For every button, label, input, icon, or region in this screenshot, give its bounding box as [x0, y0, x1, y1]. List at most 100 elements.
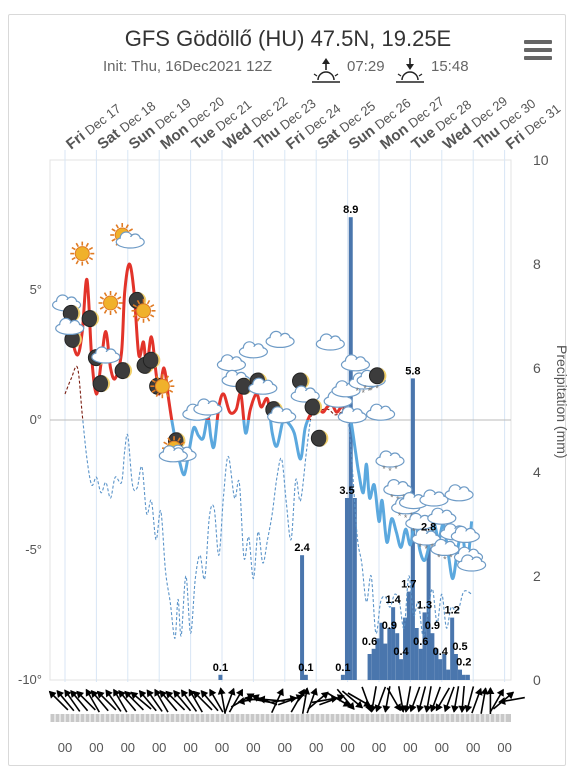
cloud-icon: [365, 403, 396, 421]
dewpoint-line-cold: [82, 420, 472, 639]
left-tick-label: 0°: [30, 412, 42, 427]
sun-icon: [98, 291, 123, 315]
cloud-icon: [444, 484, 474, 502]
svg-text:*: *: [363, 383, 367, 393]
wind-arrow: [113, 688, 128, 713]
precipitation-bar: [453, 654, 458, 680]
wind-arrow: [85, 688, 101, 713]
cloud-icon: [419, 489, 449, 507]
wind-arrow: [443, 686, 455, 713]
cloud-icon: [238, 341, 268, 359]
moon-icon: [92, 375, 111, 393]
cloud-icon: [290, 385, 320, 403]
wind-arrow: [138, 690, 157, 712]
wind-arrow: [224, 687, 236, 714]
weather-icons: ************************: [51, 223, 487, 572]
wind-arrow: [70, 690, 89, 712]
wind-arrow: [458, 685, 467, 713]
svg-text:*: *: [375, 383, 379, 393]
wind-arrow: [165, 690, 186, 711]
wind-arrow: [368, 686, 377, 713]
hour-label: 00: [278, 740, 292, 755]
wind-arrow: [374, 686, 387, 713]
precipitation-bar: [379, 622, 384, 680]
precipitation-bar: [458, 669, 463, 680]
right-tick-label: 6: [533, 360, 541, 376]
precipitation-value-label: 1.4: [385, 594, 401, 606]
svg-text:*: *: [368, 386, 372, 396]
precipitation-value-label: 0.1: [298, 662, 313, 674]
precipitation-value-label: 0.6: [362, 636, 377, 648]
cloud-icon: [337, 406, 367, 424]
wind-arrow: [251, 694, 278, 706]
snow-icon: ***: [375, 450, 405, 476]
precipitation-value-label: 2.4: [294, 542, 310, 554]
wind-arrow: [464, 686, 475, 713]
precipitation-bar: [446, 669, 451, 680]
precipitation-bar: [418, 648, 423, 680]
hour-label: 00: [215, 740, 229, 755]
wind-arrow: [386, 687, 402, 712]
precipitation-bar: [414, 628, 419, 680]
wind-arrow: [486, 687, 495, 714]
precipitation-bar: [344, 498, 349, 680]
hour-label: 00: [403, 740, 417, 755]
wind-arrow: [489, 688, 504, 713]
cloud-icon: [340, 354, 371, 372]
cloud-icon: [457, 554, 487, 572]
precipitation-value-label: 0.4: [393, 646, 409, 658]
wind-arrow: [423, 686, 432, 713]
precipitation-bar: [387, 628, 392, 680]
svg-text:*: *: [362, 388, 366, 398]
moon-icon: [142, 351, 161, 369]
hour-label: 00: [309, 740, 323, 755]
hour-label: 00: [466, 740, 480, 755]
wind-arrow: [429, 686, 442, 713]
precipitation-bar: [461, 674, 466, 680]
precipitation-bar: [352, 498, 357, 680]
precipitation-bar: [367, 654, 372, 680]
svg-text:*: *: [369, 385, 373, 395]
precipitation-bar: [438, 659, 443, 680]
hour-label: 00: [246, 740, 260, 755]
wind-arrow: [290, 688, 305, 713]
hamburger-menu-icon[interactable]: [524, 40, 552, 64]
wind-arrow: [105, 689, 122, 712]
wind-arrow: [341, 690, 364, 709]
wind-arrow: [217, 687, 226, 714]
wind-arrow: [90, 690, 109, 712]
right-tick-label: 2: [533, 568, 541, 584]
wind-arrow: [209, 688, 224, 713]
precipitation-value-label: 5.8: [405, 365, 420, 377]
wind-arrow: [200, 690, 219, 712]
cloud-icon: [323, 390, 353, 408]
precipitation-bar: [450, 617, 455, 680]
left-tick-label: 5°: [30, 282, 42, 297]
hour-label: 00: [121, 740, 135, 755]
sun-icon: [70, 241, 95, 266]
precipitation-bar: [398, 659, 403, 680]
precipitation-bar: [303, 674, 308, 680]
wind-arrow: [146, 689, 163, 712]
svg-text:*: *: [443, 554, 447, 564]
sun-icon: [131, 298, 156, 323]
precipitation-bar: [465, 674, 470, 680]
wind-arrow: [471, 687, 483, 714]
cloud-icon: [427, 507, 457, 525]
precipitation-value-label: 0.6: [413, 636, 428, 648]
cloud-icon: [450, 525, 480, 544]
right-tick-label: 0: [533, 672, 541, 688]
wind-arrow: [173, 690, 192, 712]
cloud-icon: [265, 330, 295, 348]
moon-icon: [310, 429, 329, 447]
precipitation-bar: [422, 612, 427, 680]
precipitation-bar: [371, 648, 376, 680]
precipitation-value-label: 3.5: [339, 485, 354, 497]
precipitation-value-label: 1.3: [417, 599, 432, 611]
hour-label: 00: [89, 740, 103, 755]
wind-arrow: [64, 689, 81, 712]
cloud-icon: [158, 445, 188, 463]
left-tick-label: -10°: [18, 672, 42, 687]
wind-arrow: [96, 690, 117, 711]
